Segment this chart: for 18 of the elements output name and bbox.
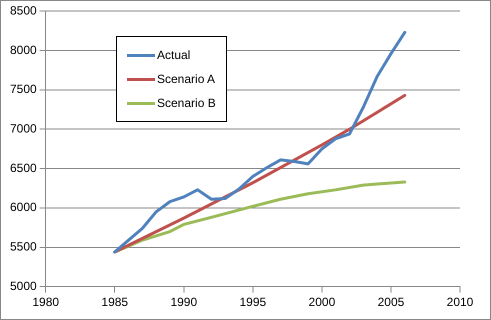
y-tick-label: 5500 <box>10 240 38 254</box>
x-tick-label: 2000 <box>308 295 336 310</box>
x-tick-label: 1990 <box>170 295 198 310</box>
y-tick-label: 8000 <box>10 42 38 57</box>
x-tick-label: 1995 <box>239 295 267 310</box>
y-tick-label: 6500 <box>10 160 38 175</box>
legend-label: Scenario A <box>157 72 216 86</box>
x-tick-label: 2005 <box>378 295 405 310</box>
y-tick-label: 5000 <box>10 278 38 293</box>
legend-label: Scenario B <box>157 96 216 110</box>
legend-label: Actual <box>157 48 190 62</box>
y-tick-label: 7000 <box>10 122 38 136</box>
x-tick-label: 1985 <box>101 295 128 310</box>
y-tick-label: 7500 <box>10 82 38 96</box>
x-tick-label: 2010 <box>446 295 474 310</box>
x-tick-label: 1980 <box>32 295 60 310</box>
y-tick-label: 8500 <box>10 4 38 18</box>
y-tick-label: 6000 <box>10 200 38 214</box>
